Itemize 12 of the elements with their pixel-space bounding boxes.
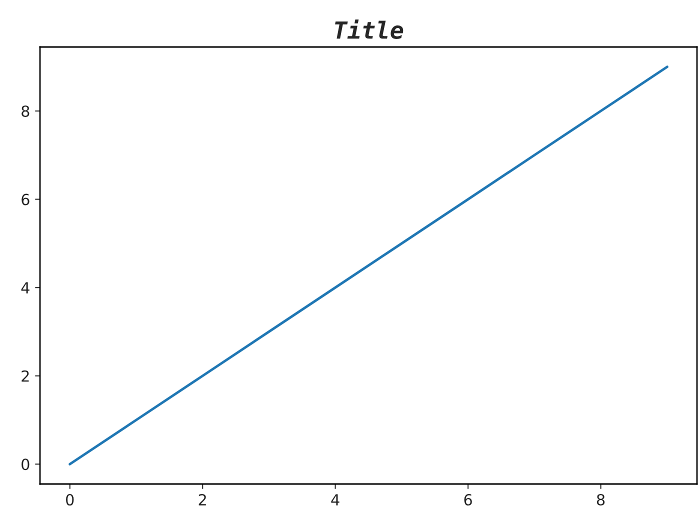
x-tick-label: 8	[596, 494, 605, 506]
y-tick-label: 6	[22, 194, 30, 206]
y-tick-label: 8	[22, 105, 30, 118]
x-tick-label: 6	[464, 494, 472, 506]
chart-title: Title	[335, 19, 404, 39]
line-series	[68, 66, 668, 466]
x-tick-label: 0	[66, 494, 74, 506]
y-tick-label: 0	[22, 458, 30, 470]
x-tick-label: 2	[198, 494, 206, 506]
y-tick-label: 2	[22, 370, 29, 382]
y-tick-label: 4	[21, 282, 30, 294]
x-tick-label: 4	[331, 494, 340, 506]
